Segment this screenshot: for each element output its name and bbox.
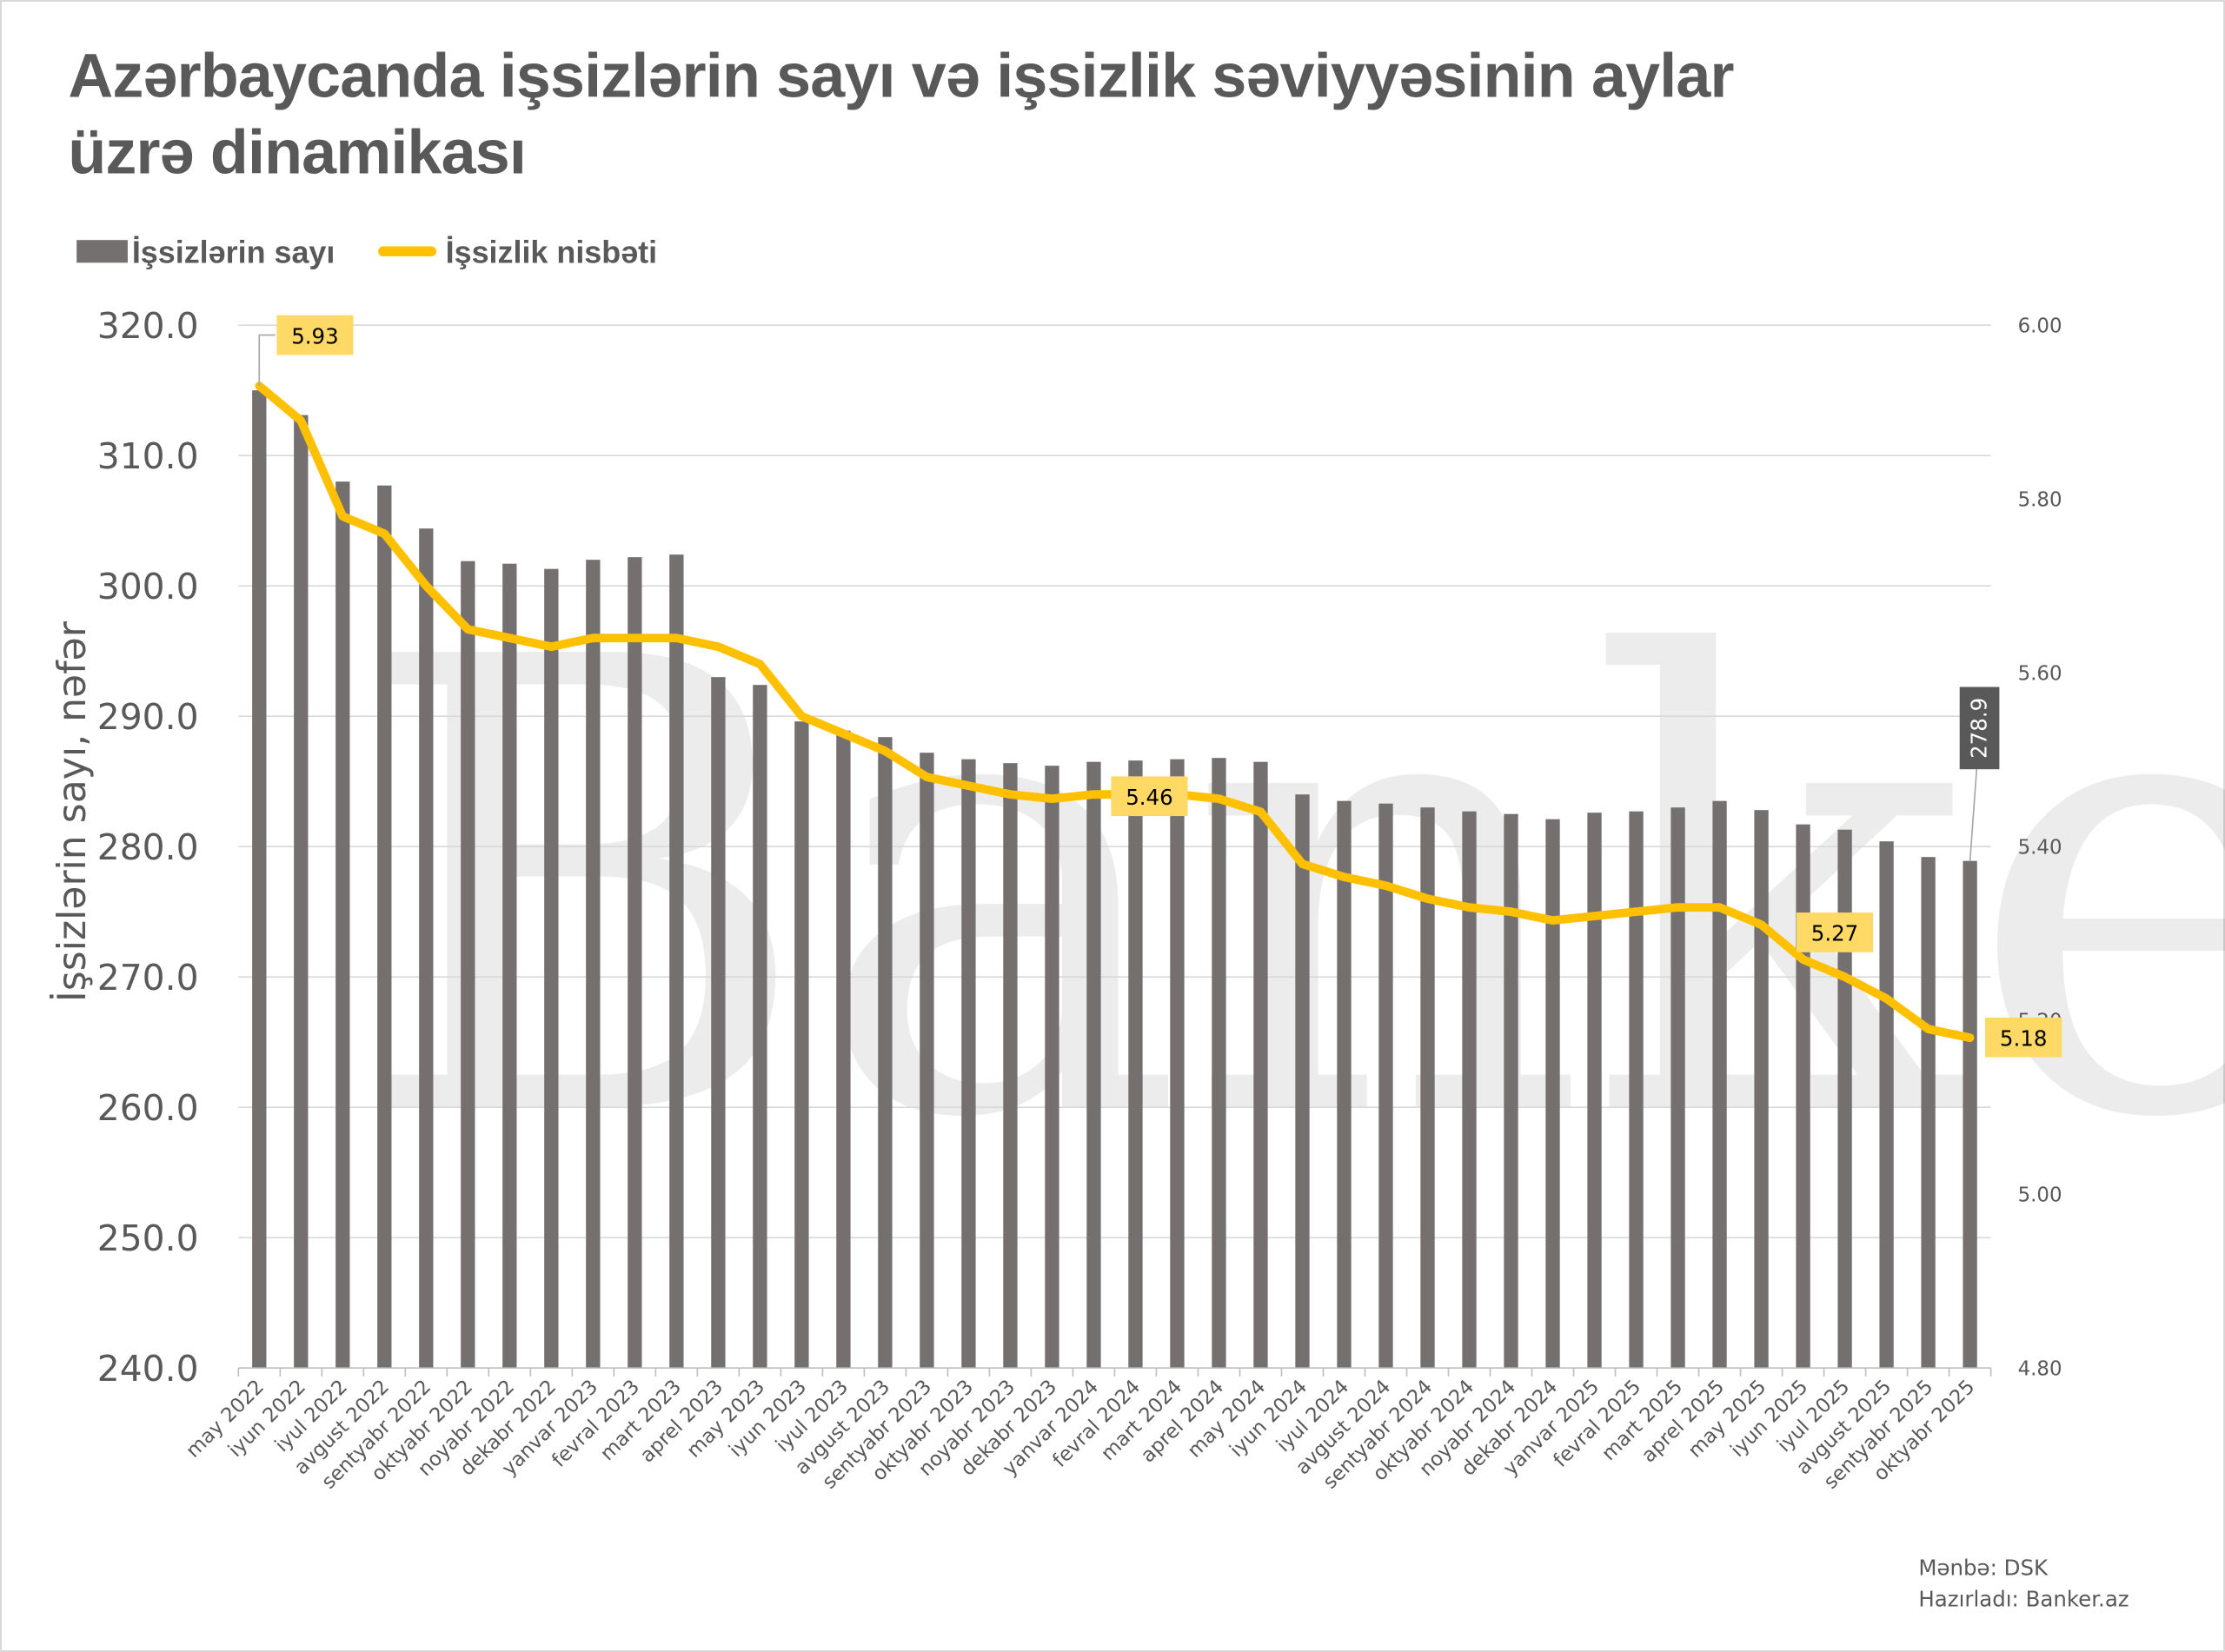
- y2-tick-label: 5.60: [2018, 662, 2062, 685]
- bar: [1754, 810, 1769, 1369]
- bar: [1128, 760, 1143, 1369]
- bar: [502, 563, 517, 1369]
- bar: [711, 677, 726, 1369]
- y2-tick-label: 5.00: [2018, 1184, 2062, 1206]
- line-data-label: 5.27: [1811, 921, 1858, 946]
- bar: [836, 730, 851, 1369]
- y-tick-label: 240.0: [97, 1348, 199, 1390]
- bar: [419, 528, 434, 1369]
- bar: [1003, 763, 1018, 1369]
- bar: [920, 753, 934, 1369]
- prepared-by-note: Hazırladı: Banker.az: [1918, 1586, 2129, 1611]
- y-tick-label: 320.0: [97, 305, 199, 347]
- y2-tick-label: 6.00: [2018, 315, 2062, 337]
- bar: [1295, 794, 1310, 1369]
- bar: [1462, 811, 1477, 1369]
- bar: [1963, 860, 1977, 1369]
- bar: [794, 721, 809, 1369]
- bar-data-label: 278.9: [1967, 698, 1992, 759]
- bar: [1337, 800, 1352, 1369]
- leader-line: [258, 334, 276, 387]
- watermark: Banker.az: [355, 528, 2225, 1255]
- bar: [1879, 841, 1894, 1369]
- bar: [1796, 824, 1810, 1369]
- chart-title-line-1: Azərbaycanda işsizlərin sayı və işsizlik…: [68, 41, 1733, 110]
- leader-line: [1969, 769, 1978, 861]
- y-tick-label: 310.0: [97, 435, 199, 477]
- source-note: Mənbə: DSK: [1918, 1556, 2049, 1581]
- bar: [1587, 813, 1602, 1369]
- y-tick-label: 290.0: [97, 696, 199, 738]
- y2-tick-label: 4.80: [2018, 1357, 2062, 1380]
- y-tick-label: 260.0: [97, 1087, 199, 1129]
- bar: [1378, 803, 1393, 1369]
- chart-title-line-2: üzrə dinamikası: [68, 117, 526, 187]
- bar: [878, 737, 893, 1369]
- y-tick-label: 280.0: [97, 826, 199, 868]
- data-label-box: [276, 315, 354, 355]
- bar: [1253, 761, 1268, 1369]
- bar: [544, 568, 559, 1369]
- legend-bar-label: İşsizlərin sayı: [132, 234, 335, 269]
- bar: [1921, 857, 1936, 1369]
- bar: [377, 485, 392, 1369]
- data-label-box: [1111, 776, 1188, 817]
- data-label-box: [1985, 1017, 2062, 1058]
- y2-tick-label: 5.40: [2018, 836, 2062, 859]
- bar: [1086, 761, 1101, 1369]
- bar: [1504, 813, 1518, 1369]
- bar: [669, 554, 684, 1369]
- bar: [252, 390, 267, 1369]
- bar-label-box: [1959, 687, 2000, 770]
- bar: [753, 685, 767, 1369]
- bar: [1545, 819, 1560, 1369]
- bar: [1629, 811, 1644, 1369]
- line-data-label: 5.46: [1126, 785, 1172, 810]
- bar: [628, 557, 642, 1369]
- bar: [335, 481, 350, 1369]
- bar: [1670, 807, 1685, 1369]
- bar: [1420, 807, 1435, 1369]
- y2-tick-label: 5.80: [2018, 488, 2062, 511]
- y-axis-title: İşsizlərin sayı, nəfər: [50, 620, 95, 1002]
- bar: [1170, 759, 1185, 1369]
- legend-bar-swatch: [76, 240, 128, 263]
- data-label-box: [1796, 912, 1874, 952]
- bar: [1045, 766, 1059, 1369]
- bar: [1837, 829, 1852, 1369]
- y-tick-label: 270.0: [97, 957, 199, 998]
- line-data-label: 5.93: [291, 323, 338, 348]
- bar: [586, 560, 601, 1369]
- y-tick-label: 300.0: [97, 566, 199, 607]
- bar: [961, 759, 976, 1369]
- bar: [1712, 800, 1727, 1369]
- bar: [461, 561, 475, 1369]
- legend: İşsizlərin sayı İşsizlik nisbəti: [76, 234, 657, 269]
- bar: [1212, 758, 1226, 1369]
- y-tick-label: 250.0: [97, 1217, 199, 1259]
- legend-line-label: İşsizlik nisbəti: [446, 234, 657, 269]
- bar: [294, 415, 309, 1369]
- line-data-label: 5.18: [2000, 1026, 2047, 1052]
